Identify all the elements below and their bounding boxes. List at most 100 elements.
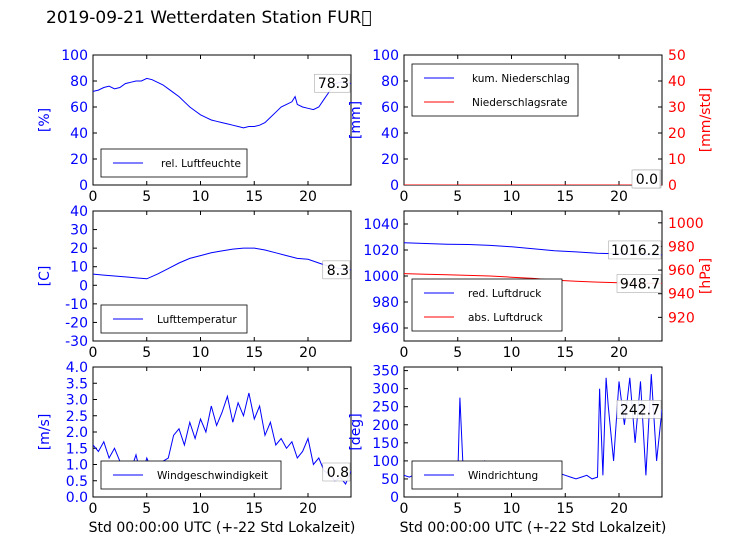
series-line-relluftfeuchte bbox=[93, 77, 351, 129]
y-axis-label: [deg] bbox=[348, 413, 364, 450]
y-tick-label: 0 bbox=[390, 490, 399, 506]
value-annotation-2: 948.7 bbox=[620, 276, 660, 292]
x-tick-label: 10 bbox=[503, 345, 521, 361]
y-axis-label: [%] bbox=[37, 108, 53, 132]
x-tick-label: 10 bbox=[192, 345, 210, 361]
chart-temp: 0 5 10 15 20 -30 -20 -10 0 10 20 30 40 [C] Lufttempera… bbox=[37, 204, 352, 361]
y2-tick-label: 960 bbox=[668, 263, 695, 279]
value-annotation-box bbox=[322, 462, 351, 482]
y-tick-label: 100 bbox=[61, 48, 88, 64]
x-tick-label: 0 bbox=[89, 501, 98, 517]
value-annotation: 0.8 bbox=[327, 465, 349, 481]
x-tick-label: 15 bbox=[245, 501, 263, 517]
value-annotation: 8.3 bbox=[327, 263, 349, 279]
y-tick-label: 20 bbox=[70, 241, 88, 257]
y-tick-label: 3.0 bbox=[66, 393, 88, 409]
y-tick-label: 100 bbox=[372, 454, 399, 470]
x-tick-label: 15 bbox=[245, 189, 263, 205]
value-annotation-box bbox=[322, 260, 351, 280]
y-tick-label: 60 bbox=[70, 100, 88, 116]
y-tick-label: 980 bbox=[372, 295, 399, 311]
y-tick-label: 1.0 bbox=[66, 458, 88, 474]
legend-label: abs. Luftdruck bbox=[468, 312, 544, 324]
y2-tick-label: 940 bbox=[668, 287, 695, 303]
x-tick-label: 10 bbox=[503, 501, 521, 517]
x-tick-label: 15 bbox=[245, 345, 263, 361]
y-tick-label: 0 bbox=[79, 178, 88, 194]
y-tick-label: 150 bbox=[372, 436, 399, 452]
y2-tick-label: 980 bbox=[668, 239, 695, 255]
y-tick-label: 350 bbox=[372, 364, 399, 380]
x-tick-label: 0 bbox=[400, 345, 409, 361]
x-tick-label: 20 bbox=[299, 189, 317, 205]
value-annotation-box bbox=[314, 73, 351, 93]
y-tick-label: -30 bbox=[65, 334, 88, 350]
y-tick-label: 2.5 bbox=[66, 409, 88, 425]
y2-axis-label: [hPa] bbox=[698, 258, 714, 294]
legend-label: kum. Niederschlag bbox=[472, 73, 570, 85]
chart-precip: 0 5 10 15 20 0 20 40 60 80 100 0 10 20 30 40 50 [mm] [mm/s… bbox=[348, 48, 714, 205]
value-annotation-2-box bbox=[631, 169, 661, 189]
chart-pressure: 0 5 10 15 20 960 980 1000 1020 1040 920 940 960 980 10… bbox=[363, 210, 714, 361]
value-annotation: 242.7 bbox=[620, 402, 660, 418]
x-tick-label: 0 bbox=[400, 189, 409, 205]
y-axis-label: [mm] bbox=[348, 101, 364, 139]
y-tick-label: 200 bbox=[372, 418, 399, 434]
x-tick-label: 5 bbox=[142, 345, 151, 361]
y-tick-label: 10 bbox=[70, 260, 88, 276]
chart-humidity: 0 5 10 15 20 0 20 40 60 80 100 [%] rel. Luftfeuchte 7… bbox=[37, 48, 352, 205]
x-tick-label: 15 bbox=[556, 501, 574, 517]
y2-axis-label: [mm/std] bbox=[698, 88, 714, 153]
value-annotation-box bbox=[616, 400, 662, 419]
legend-label: red. Luftdruck bbox=[468, 288, 542, 300]
x-tick-label: 5 bbox=[453, 501, 462, 517]
y-tick-label: 60 bbox=[381, 100, 399, 116]
y2-tick-label: 10 bbox=[668, 152, 686, 168]
y-tick-label: 300 bbox=[372, 382, 399, 398]
y-tick-label: 3.5 bbox=[66, 376, 88, 392]
y-tick-label: 960 bbox=[372, 321, 399, 337]
y-tick-label: 0 bbox=[390, 178, 399, 194]
y-tick-label: 1040 bbox=[363, 217, 399, 233]
x-tick-label: 0 bbox=[89, 189, 98, 205]
y2-tick-label: 40 bbox=[668, 74, 686, 90]
x-tick-label: 5 bbox=[453, 345, 462, 361]
x-axis-label: Std 00:00:00 UTC (+-22 Std Lokalzeit) bbox=[400, 520, 667, 536]
legend-box bbox=[411, 63, 579, 117]
value-annotation-2: 0.0 bbox=[636, 172, 658, 188]
x-tick-label: 5 bbox=[142, 189, 151, 205]
y-tick-label: 0.0 bbox=[66, 490, 88, 506]
y-tick-label: 1020 bbox=[363, 243, 399, 259]
y-axis-label: [C] bbox=[37, 266, 53, 287]
legend-label: Windgeschwindigkeit bbox=[157, 470, 268, 482]
y2-tick-label: 1000 bbox=[668, 216, 704, 232]
y-tick-label: 0.5 bbox=[66, 474, 88, 490]
y-axis-label: [m/s] bbox=[37, 414, 53, 451]
y-tick-label: 30 bbox=[70, 223, 88, 239]
legend-label: rel. Luftfeuchte bbox=[161, 158, 241, 170]
value-annotation-box bbox=[608, 240, 662, 260]
x-tick-label: 5 bbox=[142, 501, 151, 517]
x-tick-label: 20 bbox=[610, 501, 628, 517]
value-annotation: 1016.2 bbox=[611, 243, 660, 259]
legend-label: Niederschlagsrate bbox=[472, 97, 567, 109]
y-tick-label: 20 bbox=[70, 152, 88, 168]
y-tick-label: 250 bbox=[372, 400, 399, 416]
y2-tick-label: 30 bbox=[668, 100, 686, 116]
x-axis-label: Std 00:00:00 UTC (+-22 Std Lokalzeit) bbox=[89, 520, 356, 536]
y-tick-label: 40 bbox=[70, 204, 88, 220]
y-tick-label: 50 bbox=[381, 472, 399, 488]
legend-label: Lufttemperatur bbox=[157, 314, 237, 326]
y2-tick-label: 0 bbox=[668, 178, 677, 194]
y2-tick-label: 50 bbox=[668, 48, 686, 64]
y-tick-label: 4.0 bbox=[66, 360, 88, 376]
value-annotation: 78.3 bbox=[318, 76, 349, 92]
figure-title: 2019-09-21 Wetterdaten Station FUR  bbox=[46, 8, 372, 28]
y2-tick-label: 20 bbox=[668, 126, 686, 142]
y-tick-label: -20 bbox=[65, 315, 88, 331]
x-tick-label: 5 bbox=[453, 189, 462, 205]
series-line-lufttemperatur bbox=[93, 247, 351, 280]
y-tick-label: -10 bbox=[65, 297, 88, 313]
